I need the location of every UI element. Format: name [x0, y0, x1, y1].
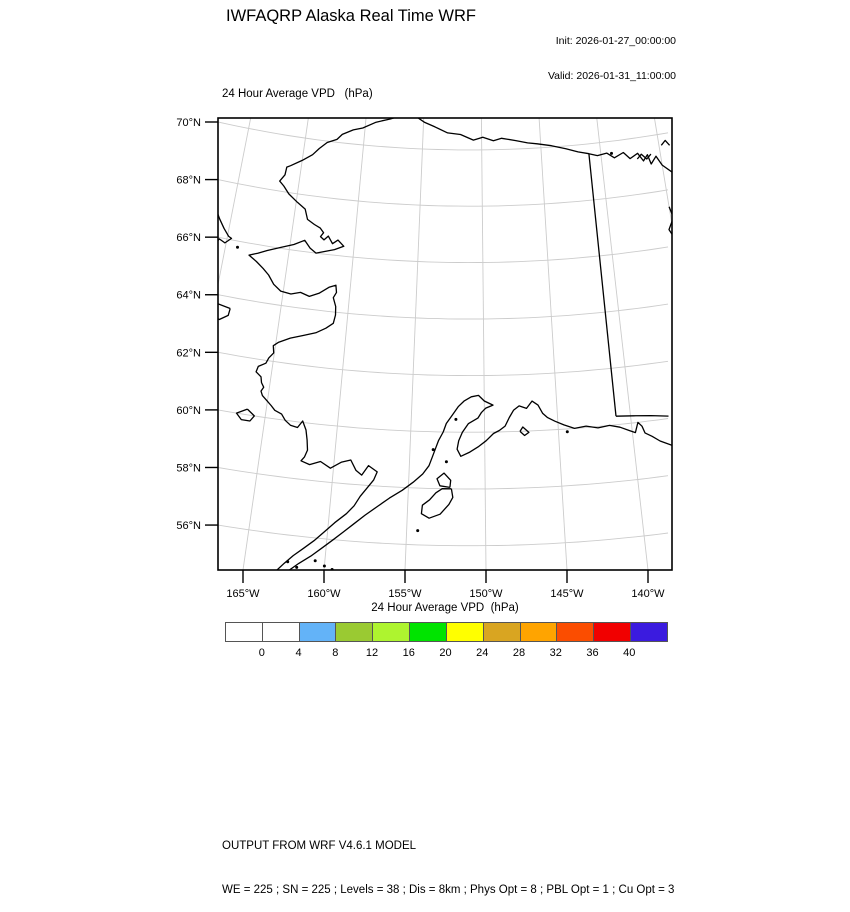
lon-axis-label: 150°W	[469, 588, 503, 600]
lat-axis-label: 62°N	[176, 347, 201, 359]
small-island	[286, 560, 290, 564]
meridian-line	[404, 118, 425, 570]
meridian-line	[653, 118, 672, 228]
chukotka-coast	[218, 212, 233, 244]
colorbar-cell	[262, 623, 300, 641]
small-island	[431, 448, 435, 452]
colorbar-cell	[299, 623, 337, 641]
mackenzie-delta-channels	[636, 153, 652, 160]
page-title: IWFAQRP Alaska Real Time WRF	[226, 7, 476, 25]
axis-ticks	[205, 121, 649, 583]
st-lawrence-island	[218, 303, 231, 321]
colorbar-tick-label: 36	[586, 647, 599, 659]
colorbar-title: 24 Hour Average VPD (hPa)	[371, 602, 519, 614]
lat-axis-label: 56°N	[176, 520, 201, 532]
meridian-line	[218, 118, 252, 287]
map-frame	[217, 117, 673, 571]
valid-timestamp: Valid: 2026-01-31_11:00:00	[547, 69, 676, 82]
colorbar-tick-label: 32	[549, 647, 562, 659]
footer-line-2: WE = 225 ; SN = 225 ; Levels = 38 ; Dis …	[222, 883, 675, 896]
small-island	[565, 430, 569, 434]
lon-axis-label: 160°W	[307, 588, 341, 600]
colorbar-tick-label: 12	[365, 647, 379, 659]
lat-axis-label: 66°N	[176, 232, 201, 244]
colorbar-cell	[410, 623, 447, 641]
footer-line-1: OUTPUT FROM WRF V4.6.1 MODEL	[222, 840, 417, 852]
parallel-line	[218, 121, 669, 151]
afognak-island	[436, 472, 452, 489]
parallel-line	[218, 294, 669, 320]
colorbar-cell	[336, 623, 374, 641]
parallel-line	[218, 179, 669, 207]
small-island	[444, 460, 448, 464]
colorbar-tick-label: 0	[258, 647, 265, 659]
colorbar	[225, 622, 668, 642]
lon-axis-label: 155°W	[388, 588, 422, 600]
ne-corner-coast	[660, 139, 671, 146]
small-island	[610, 151, 613, 155]
run-timestamps: Init: 2026-01-27_00:00:00 Valid: 2026-01…	[548, 12, 676, 95]
colorbar-tick-label: 24	[476, 647, 489, 659]
parallel-line	[218, 236, 669, 264]
lat-axis-label: 64°N	[176, 290, 201, 302]
alaska-canada-border	[588, 153, 617, 417]
meridian-line	[480, 118, 487, 570]
colorbar-tick-label: 28	[512, 647, 526, 659]
small-island	[313, 559, 317, 563]
colorbar-tick-label: 40	[623, 647, 636, 659]
parallel-line	[218, 351, 669, 377]
small-island	[236, 245, 239, 249]
colorbar-cell	[557, 623, 595, 641]
footer: OUTPUT FROM WRF V4.6.1 MODEL WE = 225 ; …	[222, 810, 674, 912]
alaska-mainland-coastline	[248, 118, 672, 570]
montague-island	[519, 426, 530, 437]
meridian-line	[538, 118, 568, 570]
colorbar-tick-label: 20	[439, 647, 452, 659]
lon-axis-label: 165°W	[226, 588, 260, 600]
meridian-line	[596, 118, 649, 570]
colorbar-cell	[631, 623, 667, 641]
colorbar-tick-label: 4	[295, 647, 302, 659]
small-island	[295, 565, 299, 569]
map-canvas: 70°N 68°N 66°N 64°N 62°N 60°N 58°N 56°N 165°W 160…	[176, 117, 673, 600]
colorbar-cell	[226, 623, 263, 641]
colorbar-tick-label: 8	[332, 647, 339, 659]
map-subtitle: 24 Hour Average VPD (hPa)	[222, 88, 373, 100]
lon-axis-label: 140°W	[631, 588, 665, 600]
lat-axis-label: 70°N	[176, 117, 201, 129]
colorbar-tick-label: 16	[402, 647, 415, 659]
nunivak-island	[235, 408, 255, 422]
colorbar-cell	[594, 623, 632, 641]
kodiak-island	[420, 488, 454, 519]
yukon-bc-border	[615, 414, 669, 417]
colorbar-cell	[373, 623, 411, 641]
colorbar-cell	[483, 623, 521, 641]
colorbar-cell	[520, 623, 558, 641]
init-timestamp: Init: 2026-01-27_00:00:00	[555, 34, 676, 47]
lat-axis-label: 60°N	[176, 405, 201, 417]
small-island	[416, 529, 420, 533]
lon-axis-label: 145°W	[550, 588, 584, 600]
meridian-line	[323, 118, 367, 570]
small-island	[322, 564, 326, 568]
colorbar-cell	[446, 623, 484, 641]
lat-axis-label: 68°N	[176, 175, 201, 187]
lat-axis-label: 58°N	[176, 462, 201, 474]
small-island	[454, 417, 458, 421]
parallel-line	[218, 524, 669, 547]
coastlines	[218, 118, 672, 570]
